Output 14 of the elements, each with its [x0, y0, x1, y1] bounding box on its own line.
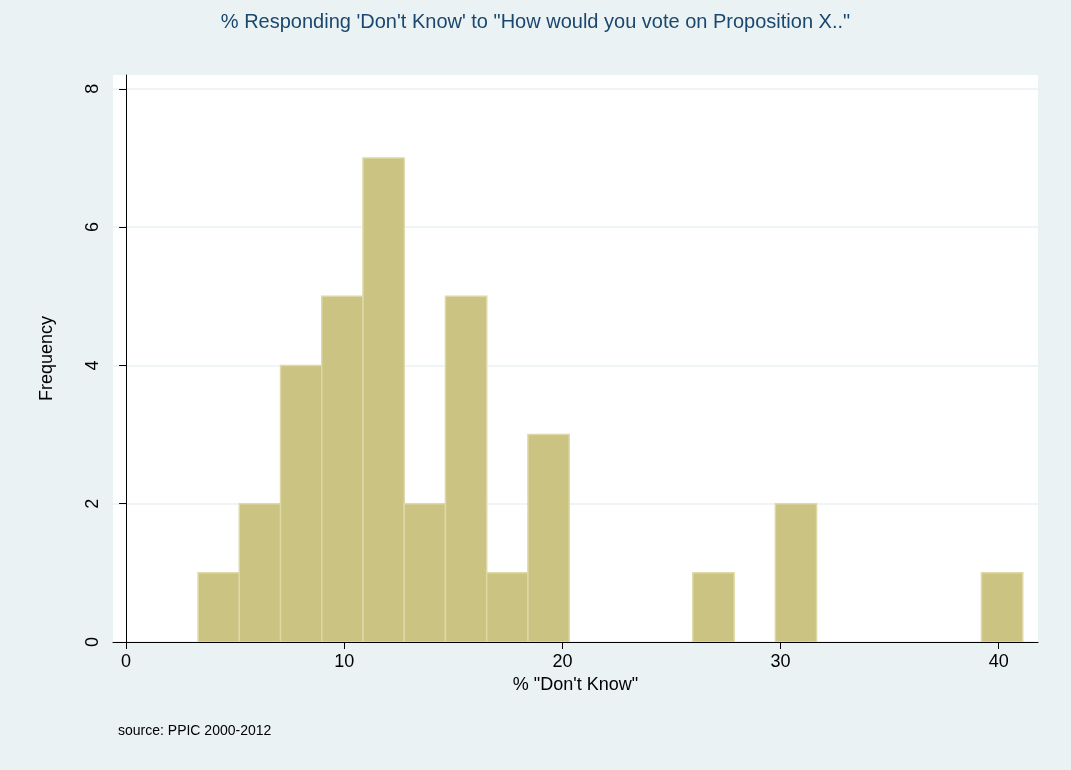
x-tick-label: 30 [770, 651, 791, 671]
y-tick-label: 2 [82, 498, 102, 509]
source-note: source: PPIC 2000-2012 [118, 722, 272, 738]
chart-title: % Responding 'Don't Know' to "How would you vote on Proposition X.." [220, 10, 851, 32]
x-tick-label: 0 [121, 651, 132, 671]
y-tick-label: 4 [82, 360, 102, 371]
x-tick-label: 10 [334, 651, 355, 671]
x-tick-label: 20 [552, 651, 573, 671]
y-tick-label: 6 [82, 222, 102, 233]
y-tick-label: 0 [82, 636, 102, 648]
y-tick-label: 8 [82, 83, 102, 94]
x-tick-label: 40 [988, 651, 1009, 671]
y-axis-title: Frequency [36, 315, 56, 402]
x-axis-title: % "Don't Know" [512, 673, 639, 694]
